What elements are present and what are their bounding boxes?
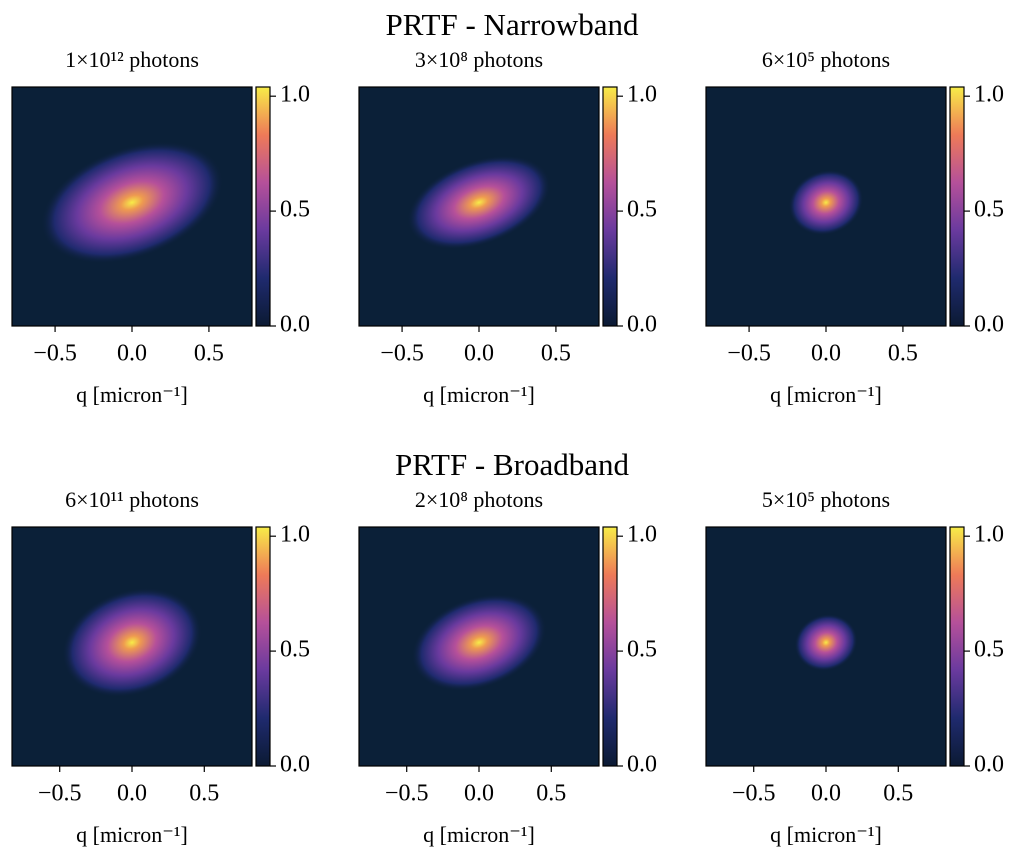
x-tick-label: 0.0 [464,341,494,367]
colorbar [949,86,965,327]
panel-title: 6×10⁵ photons [762,47,890,72]
prtf-map [407,155,551,250]
x-tick-label: −0.5 [33,341,77,367]
prtf-map [40,141,224,264]
colorbar-tick-label: 0.0 [280,752,310,778]
panel-title: 2×10⁸ photons [415,487,543,512]
x-axis-label: q [micron⁻¹] [76,822,188,847]
colorbar-tick-label: 1.0 [280,82,310,108]
x-tick-label: 0.5 [888,341,918,367]
x-tick-label: 0.5 [883,781,913,807]
panel-title: 5×10⁵ photons [762,487,890,512]
x-tick-label: −0.5 [380,341,424,367]
prtf-map [62,587,202,698]
x-tick-label: 0.0 [117,341,147,367]
x-tick-label: 0.0 [464,781,494,807]
x-axis-label: q [micron⁻¹] [423,822,535,847]
colorbar [255,526,271,767]
x-tick-label: 0.5 [194,341,224,367]
prtf-map [794,614,858,671]
x-axis-label: q [micron⁻¹] [423,382,535,407]
x-tick-label: −0.5 [732,781,776,807]
colorbar-tick-label: 1.0 [974,522,1004,548]
x-tick-label: 0.0 [811,341,841,367]
panel-title: 6×10¹¹ photons [65,487,199,512]
colorbar-tick-label: 0.0 [627,312,657,338]
panel-title: 3×10⁸ photons [415,47,543,72]
x-tick-label: 0.5 [536,781,566,807]
colorbar-tick-label: 0.0 [280,312,310,338]
suptitle: PRTF - Broadband [395,447,630,482]
x-tick-label: 0.0 [117,781,147,807]
colorbar-tick-label: 0.5 [974,197,1004,223]
colorbar-tick-label: 1.0 [974,82,1004,108]
prtf-map [411,593,547,692]
colorbar-tick-label: 0.5 [627,637,657,663]
prtf-map [788,169,864,236]
colorbar-tick-label: 0.5 [280,197,310,223]
x-axis-label: q [micron⁻¹] [76,382,188,407]
colorbar-tick-label: 1.0 [627,522,657,548]
panel-title: 1×10¹² photons [65,47,199,72]
colorbar-tick-label: 1.0 [280,522,310,548]
colorbar-tick-label: 0.5 [627,197,657,223]
colorbar-tick-label: 1.0 [627,82,657,108]
colorbar [949,526,965,767]
colorbar-tick-label: 0.0 [974,752,1004,778]
x-axis-label: q [micron⁻¹] [770,822,882,847]
x-tick-label: −0.5 [385,781,429,807]
x-axis-label: q [micron⁻¹] [770,382,882,407]
colorbar [255,86,271,327]
colorbar-tick-label: 0.0 [627,752,657,778]
x-tick-label: 0.0 [811,781,841,807]
colorbar [602,526,618,767]
colorbar-tick-label: 0.5 [280,637,310,663]
x-tick-label: −0.5 [727,341,771,367]
suptitle: PRTF - Narrowband [386,7,639,42]
colorbar-tick-label: 0.5 [974,637,1004,663]
x-tick-label: −0.5 [38,781,82,807]
colorbar-tick-label: 0.0 [974,312,1004,338]
colorbar [602,86,618,327]
x-tick-label: 0.5 [541,341,571,367]
x-tick-label: 0.5 [189,781,219,807]
